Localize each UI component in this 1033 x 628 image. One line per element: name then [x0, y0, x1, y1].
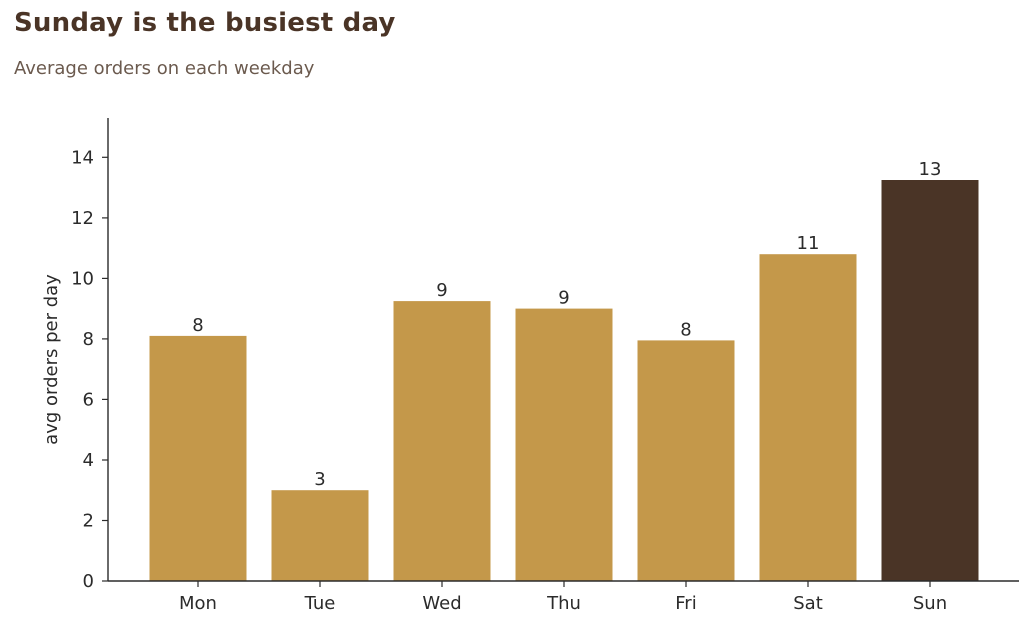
y-axis-title: avg orders per day [41, 274, 62, 445]
y-tick-label-2: 2 [83, 511, 94, 532]
x-axis: Mon Tue Wed Thu Fri Sat Sun [108, 580, 1019, 614]
x-tick-label-thu: Thu [546, 593, 581, 614]
bars-group [149, 180, 979, 581]
data-label-tue: 3 [314, 469, 325, 490]
bar-sat [759, 254, 857, 581]
data-label-sun: 13 [919, 159, 942, 180]
data-label-fri: 8 [680, 319, 691, 340]
x-tick-label-tue: Tue [304, 593, 336, 614]
y-axis: 0 2 4 6 8 10 12 14 [71, 118, 109, 592]
chart-title: Sunday is the busiest day [14, 8, 396, 38]
y-tick-label-6: 6 [83, 389, 94, 410]
x-tick-label-sun: Sun [913, 593, 947, 614]
chart-subtitle: Average orders on each weekday [14, 58, 315, 79]
y-tick-label-12: 12 [71, 208, 94, 229]
bar-wed [393, 301, 491, 581]
data-label-wed: 9 [436, 280, 447, 301]
bar-sun [881, 180, 979, 581]
data-label-sat: 11 [797, 233, 820, 254]
y-tick-label-8: 8 [83, 329, 94, 350]
bar-mon [149, 335, 247, 581]
y-tick-label-0: 0 [83, 571, 94, 592]
x-tick-label-mon: Mon [179, 593, 217, 614]
x-tick-label-sat: Sat [793, 593, 823, 614]
x-tick-label-wed: Wed [422, 593, 461, 614]
data-label-thu: 9 [558, 288, 569, 309]
bar-tue [271, 490, 369, 581]
bar-fri [637, 340, 735, 581]
bar-thu [515, 308, 613, 581]
y-tick-label-14: 14 [71, 147, 94, 168]
data-label-mon: 8 [192, 315, 203, 336]
x-tick-label-fri: Fri [675, 593, 696, 614]
y-tick-label-4: 4 [83, 450, 94, 471]
data-labels-group: 8 3 9 9 8 11 13 [192, 159, 941, 490]
y-tick-label-10: 10 [71, 268, 94, 289]
